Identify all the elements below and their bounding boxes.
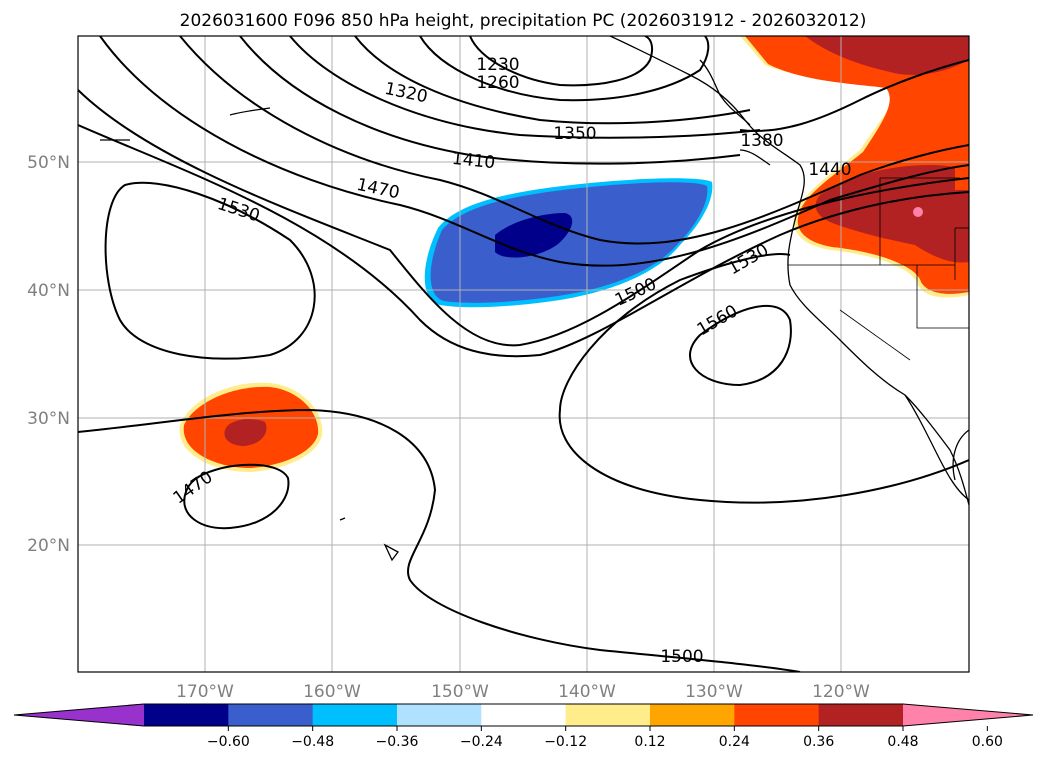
contour-label: 1260 xyxy=(476,73,519,93)
precip-positive-sw-core xyxy=(224,419,267,446)
map-frame xyxy=(77,35,970,673)
colorbar-tick-label: 0.48 xyxy=(887,734,918,750)
latitude-labels: 50°N 40°N 30°N 20°N xyxy=(27,153,70,556)
longitude-labels: 170°W 160°W 150°W 140°W 130°W 120°W xyxy=(176,682,870,702)
height-contours xyxy=(78,36,969,672)
precip-positive-peak xyxy=(913,207,923,217)
lon-label: 160°W xyxy=(303,682,361,702)
map-title: 2026031600 F096 850 hPa height, precipit… xyxy=(180,11,867,31)
contour-label: 1440 xyxy=(808,160,851,180)
colorbar-tick-label: −0.24 xyxy=(460,734,503,750)
contour-label: 1350 xyxy=(553,124,596,144)
contour-label: 1380 xyxy=(740,131,783,151)
lat-label: 40°N xyxy=(27,281,70,301)
lon-label: 170°W xyxy=(176,682,234,702)
colorbar-bin xyxy=(312,704,398,726)
lon-label: 140°W xyxy=(558,682,616,702)
colorbar-bin xyxy=(228,704,314,726)
colorbar-tick-label: −0.48 xyxy=(291,734,334,750)
lon-label: 130°W xyxy=(685,682,743,702)
colorbar-tick-label: 0.24 xyxy=(719,734,750,750)
political-borders xyxy=(788,177,969,361)
colorbar-bin xyxy=(144,704,229,726)
colorbar-extend-high xyxy=(903,704,1033,726)
lon-label: 120°W xyxy=(812,682,870,702)
contour-label: 1230 xyxy=(476,55,519,75)
coastlines xyxy=(100,36,969,562)
colorbar-tick-label: 0.36 xyxy=(803,734,834,750)
lat-label: 50°N xyxy=(27,153,70,173)
precip-negative-mid xyxy=(430,182,708,303)
colorbar-tick-label: −0.60 xyxy=(207,734,250,750)
colorbar-bin xyxy=(734,704,820,726)
colorbar-bin xyxy=(650,704,735,726)
colorbar-tick-label: −0.12 xyxy=(544,734,587,750)
map-area xyxy=(78,36,969,672)
lon-label: 150°W xyxy=(431,682,489,702)
graticule xyxy=(78,36,969,672)
colorbar-bin xyxy=(397,704,482,726)
lat-label: 30°N xyxy=(27,409,70,429)
colorbar-tick-label: 0.60 xyxy=(972,734,1003,750)
colorbar: −0.60 −0.48 −0.36 −0.24 −0.12 0.12 0.24 0.36 0.4… xyxy=(13,703,1034,750)
colorbar-tick-label: −0.36 xyxy=(376,734,419,750)
colorbar-extend-low xyxy=(14,704,144,726)
contour-label: 1410 xyxy=(451,149,496,173)
colorbar-bin xyxy=(565,704,651,726)
contour-label: 1500 xyxy=(660,647,703,667)
colorbar-bin xyxy=(481,704,567,726)
colorbar-tick-label: 0.12 xyxy=(634,734,665,750)
colorbar-outline xyxy=(13,703,1034,727)
lat-label: 20°N xyxy=(27,536,70,556)
precip-positive-ne-core-north xyxy=(805,36,969,75)
colorbar-bin xyxy=(818,704,904,726)
precip-positive-ne-core xyxy=(815,165,969,263)
